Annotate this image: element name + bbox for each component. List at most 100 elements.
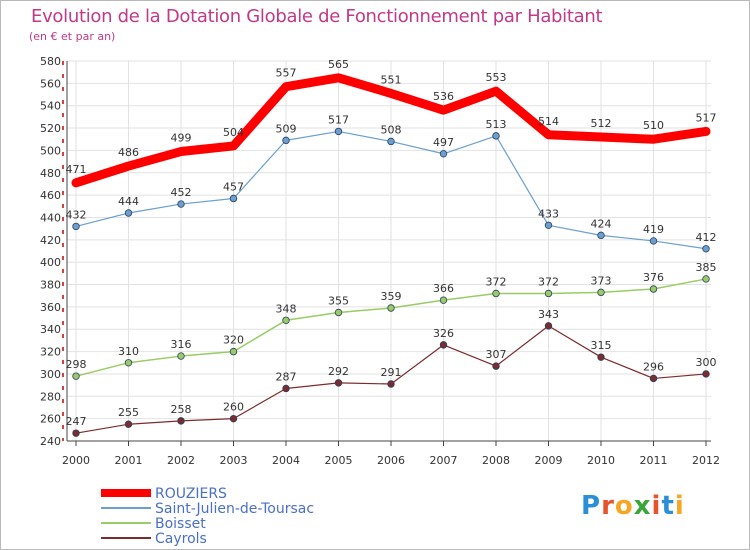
data-label: 486 [118,146,139,159]
y-tick-label: 580 [40,55,61,68]
legend-label: Saint-Julien-de-Toursac [155,501,314,517]
data-point [177,352,185,360]
data-label: 310 [118,345,139,358]
data-point [229,414,238,423]
legend-label: ROUZIERS [155,486,227,502]
y-tick-label: 280 [40,390,61,403]
chart-title: Evolution de la Dotation Globale de Fonc… [31,6,603,27]
data-point [387,304,395,312]
data-label: 536 [433,90,454,103]
data-label: 509 [276,122,297,135]
logo-letter: i [674,491,685,521]
chart-subtitle: (en € et par an) [29,30,116,43]
data-label: 432 [66,208,87,221]
data-label: 296 [643,360,664,373]
data-label: 291 [381,366,402,379]
y-tick-label: 360 [40,301,61,314]
data-label: 326 [433,327,454,340]
y-tick-label: 560 [40,77,61,90]
data-point [492,289,500,298]
data-label: 348 [276,302,297,315]
data-label: 260 [223,401,244,414]
y-tick-label: 480 [40,167,61,180]
data-label: 557 [276,67,297,80]
data-label: 385 [696,261,717,274]
data-label: 300 [696,356,717,369]
data-point [334,308,343,317]
y-tick-label: 340 [40,323,61,336]
data-label: 514 [538,115,559,128]
proxiti-logo: Proxiti [581,491,685,521]
data-point [282,316,290,324]
x-tick-label: 2006 [377,454,405,467]
data-label: 247 [66,415,87,428]
data-point [72,372,80,380]
x-tick-label: 2001 [115,454,143,467]
data-point [282,136,290,145]
x-tick-label: 2002 [167,454,195,467]
data-label: 287 [276,370,297,383]
data-point [544,322,553,330]
data-point [649,237,658,245]
data-label: 508 [381,123,402,136]
legend-label: Boisset [155,516,206,532]
data-point [439,296,448,304]
data-label: 517 [328,113,349,126]
logo-letter: t [661,491,675,521]
data-point [177,200,185,208]
y-tick-label: 420 [40,234,61,247]
logo-letter: x [633,491,652,521]
data-point [282,384,290,393]
data-label: 316 [171,338,192,351]
data-label: 355 [328,294,349,307]
data-label: 419 [643,223,664,236]
data-point [702,275,710,283]
data-point [492,362,500,370]
data-label: 452 [171,186,192,199]
data-label: 258 [171,403,192,416]
data-point [649,285,658,293]
data-point [597,288,605,297]
legend-label: Cayrols [155,531,207,547]
data-label: 444 [118,195,139,208]
data-point [597,231,605,240]
data-point [177,417,185,425]
logo-letter: o [614,491,634,521]
x-tick-label: 2000 [62,454,90,467]
y-tick-label: 520 [40,122,61,135]
data-label: 307 [486,348,507,361]
data-point [492,132,500,140]
data-point [124,209,133,217]
data-point [597,353,605,361]
data-label: 298 [66,358,87,371]
data-label: 343 [538,308,559,321]
data-point [72,222,80,231]
x-tick-label: 2005 [325,454,353,467]
data-point [334,127,343,136]
y-tick-label: 400 [40,256,61,269]
y-tick-label: 460 [40,189,61,202]
data-label: 292 [328,365,349,378]
data-label: 510 [643,119,664,132]
x-tick-label: 2007 [430,454,458,467]
x-tick-label: 2010 [587,454,615,467]
data-point [124,359,133,367]
y-tick-label: 320 [40,346,61,359]
y-tick-label: 500 [40,144,61,157]
data-point [439,150,448,158]
data-point [702,370,710,378]
data-label: 565 [328,58,349,71]
data-point [229,347,238,356]
data-label: 471 [66,163,87,176]
x-tick-label: 2008 [482,454,510,467]
data-label: 359 [381,290,402,303]
data-point [387,380,395,388]
data-point [124,420,133,428]
data-label: 412 [696,231,717,244]
data-point [439,341,448,349]
x-tick-label: 2009 [535,454,563,467]
x-tick-label: 2012 [692,454,720,467]
logo-letter: P [581,491,602,521]
